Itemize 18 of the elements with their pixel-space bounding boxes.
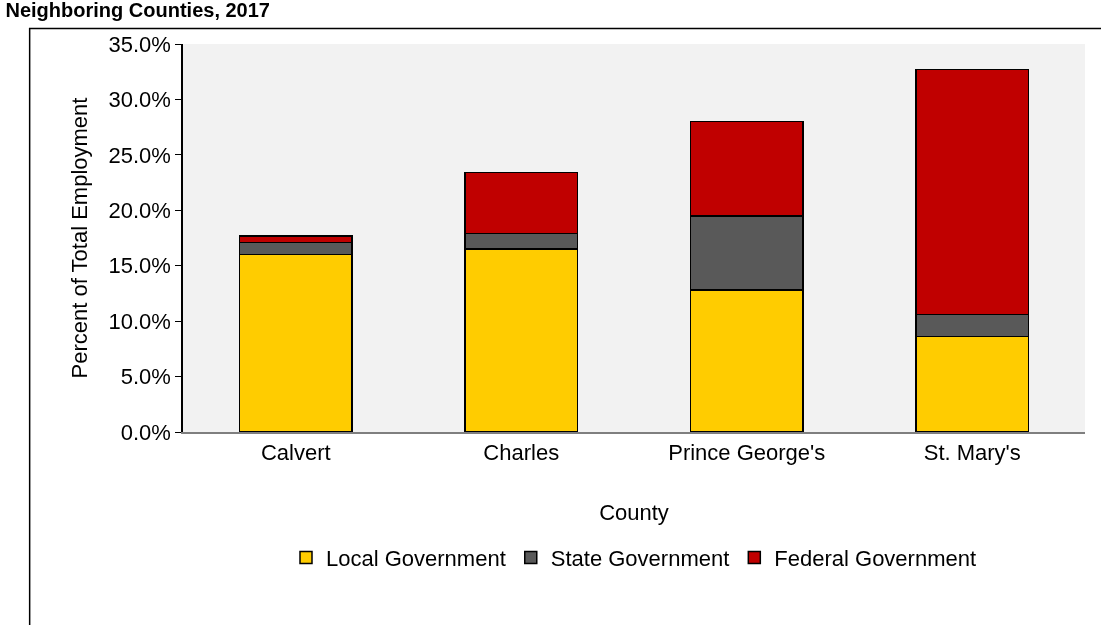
legend-label: Local Government — [326, 546, 506, 572]
x-axis-title: County — [599, 499, 669, 525]
y-tick-label: 20.0% — [108, 197, 171, 223]
y-tick-label: 5.0% — [120, 364, 171, 390]
x-tick-label: St. Mary's — [923, 440, 1021, 466]
y-tick-label: 10.0% — [108, 308, 171, 334]
x-tick-label: Prince George's — [668, 440, 826, 466]
y-tick-label: 15.0% — [108, 253, 171, 279]
y-tick-label: 25.0% — [108, 142, 171, 168]
y-tick-label: 35.0% — [108, 31, 171, 57]
chart-title: Neighboring Counties, 2017 — [5, 0, 270, 22]
legend-label: Federal Government — [774, 546, 977, 572]
legend-label: State Government — [550, 546, 730, 572]
x-tick-label: Charles — [483, 440, 560, 466]
x-tick-label: Calvert — [260, 440, 331, 466]
y-tick-label: 0.0% — [120, 419, 171, 445]
y-axis-title: Percent of Total Employment — [66, 97, 92, 379]
y-tick-label: 30.0% — [108, 87, 171, 113]
